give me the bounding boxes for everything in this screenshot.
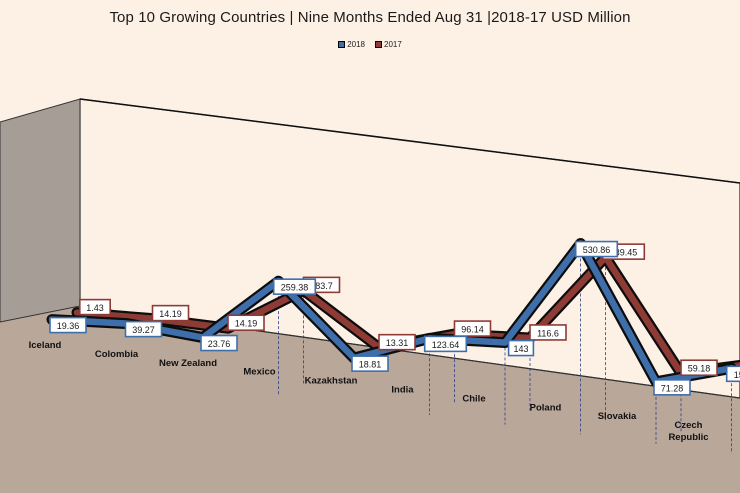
category-label-7: Poland xyxy=(530,402,562,413)
chart-floor xyxy=(0,306,740,493)
data-label-2018-1-text: 39.27 xyxy=(132,325,155,335)
data-label-2017-5: 96.14 xyxy=(453,320,492,337)
category-label-9: Czech Republic xyxy=(668,420,708,443)
data-label-2018-7-box xyxy=(574,240,619,258)
data-label-2018-2-text: 23.76 xyxy=(208,339,231,349)
data-label-2017-6: 116.6 xyxy=(529,324,567,341)
data-label-2018-0: 19.36 xyxy=(49,316,87,334)
category-label-0: Iceland xyxy=(29,340,62,351)
data-label-2018-3-text: 259.38 xyxy=(281,283,309,293)
category-label-8: Slovakia xyxy=(598,411,637,422)
category-labels: Iceland Colombia New Zealand Mexico Kazakhst… xyxy=(29,340,709,443)
data-label-2018-9-box xyxy=(725,365,740,383)
data-label-2017-2-text: 14.19 xyxy=(235,319,258,329)
legend: 2018 2017 xyxy=(0,40,740,49)
data-label-2018-4-text: 18.81 xyxy=(359,360,382,370)
data-label-2017-2: 14.19 xyxy=(227,314,265,332)
category-label-3: Mexico xyxy=(243,367,275,378)
data-label-2018-8: 71.28 xyxy=(653,379,691,396)
legend-swatch-2018 xyxy=(338,41,346,48)
chart-side-wall xyxy=(0,98,81,323)
data-label-2017-8-box xyxy=(680,359,718,377)
data-label-2017-4-text: 13.31 xyxy=(386,338,409,348)
data-label-2018-7: 530.86 xyxy=(574,240,619,258)
data-label-2018-5-box xyxy=(423,335,468,353)
data-label-2018-8-box xyxy=(653,379,691,396)
data-label-2018-8-text: 71.28 xyxy=(661,383,684,393)
data-label-2017-6-text: 116.6 xyxy=(537,328,559,338)
data-label-2017-7-text: 439.45 xyxy=(610,248,638,258)
data-label-2018-7-text: 530.86 xyxy=(583,245,611,255)
data-label-2017-2-box xyxy=(227,314,265,332)
data-label-2018-9: 153.89 xyxy=(725,365,740,383)
data-labels: 1.43 14.19 14.19 183.7 13.31 96.14 116.6 439.45… xyxy=(49,240,740,396)
data-label-2018-0-box xyxy=(49,316,87,334)
data-label-2017-0-box xyxy=(79,298,112,316)
category-label-2: New Zealand xyxy=(159,358,217,369)
data-label-2017-0-text: 1.43 xyxy=(86,303,104,313)
data-label-2018-3-box xyxy=(272,278,317,295)
data-label-2018-4: 18.81 xyxy=(351,355,389,372)
data-label-2018-9-text: 153.89 xyxy=(734,370,740,380)
data-label-2017-8: 59.18 xyxy=(680,359,718,377)
data-label-2018-1-box xyxy=(124,320,163,338)
data-label-2018-2: 23.76 xyxy=(200,334,238,352)
data-label-2018-4-box xyxy=(351,355,389,372)
legend-entry-2018: 2018 xyxy=(338,40,365,49)
back-wall-top-edge xyxy=(79,98,740,184)
data-label-2018-1: 39.27 xyxy=(124,320,163,338)
data-label-2017-3-text: 183.7 xyxy=(310,281,333,291)
data-label-2018-5-text: 123.64 xyxy=(432,340,460,350)
data-label-2017-1-text: 14.19 xyxy=(159,309,182,319)
category-label-4: Kazakhstan xyxy=(305,376,358,387)
data-label-2017-5-text: 96.14 xyxy=(461,325,484,335)
data-label-2017-6-box xyxy=(529,324,567,341)
data-label-2018-5: 123.64 xyxy=(423,335,468,353)
data-label-2018-3: 259.38 xyxy=(272,278,317,295)
chart-title: Top 10 Growing Countries | Nine Months E… xyxy=(109,9,631,26)
data-label-2017-5-box xyxy=(453,320,492,337)
data-label-2018-2-box xyxy=(200,334,238,352)
data-label-2017-0: 1.43 xyxy=(79,298,112,316)
data-label-2018-6: 143 xyxy=(507,339,535,357)
legend-swatch-2017 xyxy=(375,41,382,48)
category-label-6: Chile xyxy=(462,393,485,404)
category-label-5: India xyxy=(391,385,414,396)
data-label-2017-4-box xyxy=(378,333,416,351)
legend-label-2017: 2017 xyxy=(384,40,402,49)
legend-label-2018: 2018 xyxy=(347,40,365,49)
data-label-2018-6-box xyxy=(507,339,535,357)
data-label-2018-0-text: 19.36 xyxy=(57,321,80,331)
data-label-2017-1: 14.19 xyxy=(151,304,190,322)
data-label-2017-1-box xyxy=(151,304,190,322)
data-label-2018-6-text: 143 xyxy=(513,344,528,354)
category-label-1: Colombia xyxy=(95,349,139,360)
legend-entry-2017: 2017 xyxy=(375,40,402,49)
data-label-2017-8-text: 59.18 xyxy=(688,364,711,374)
data-label-2017-4: 13.31 xyxy=(378,333,416,351)
